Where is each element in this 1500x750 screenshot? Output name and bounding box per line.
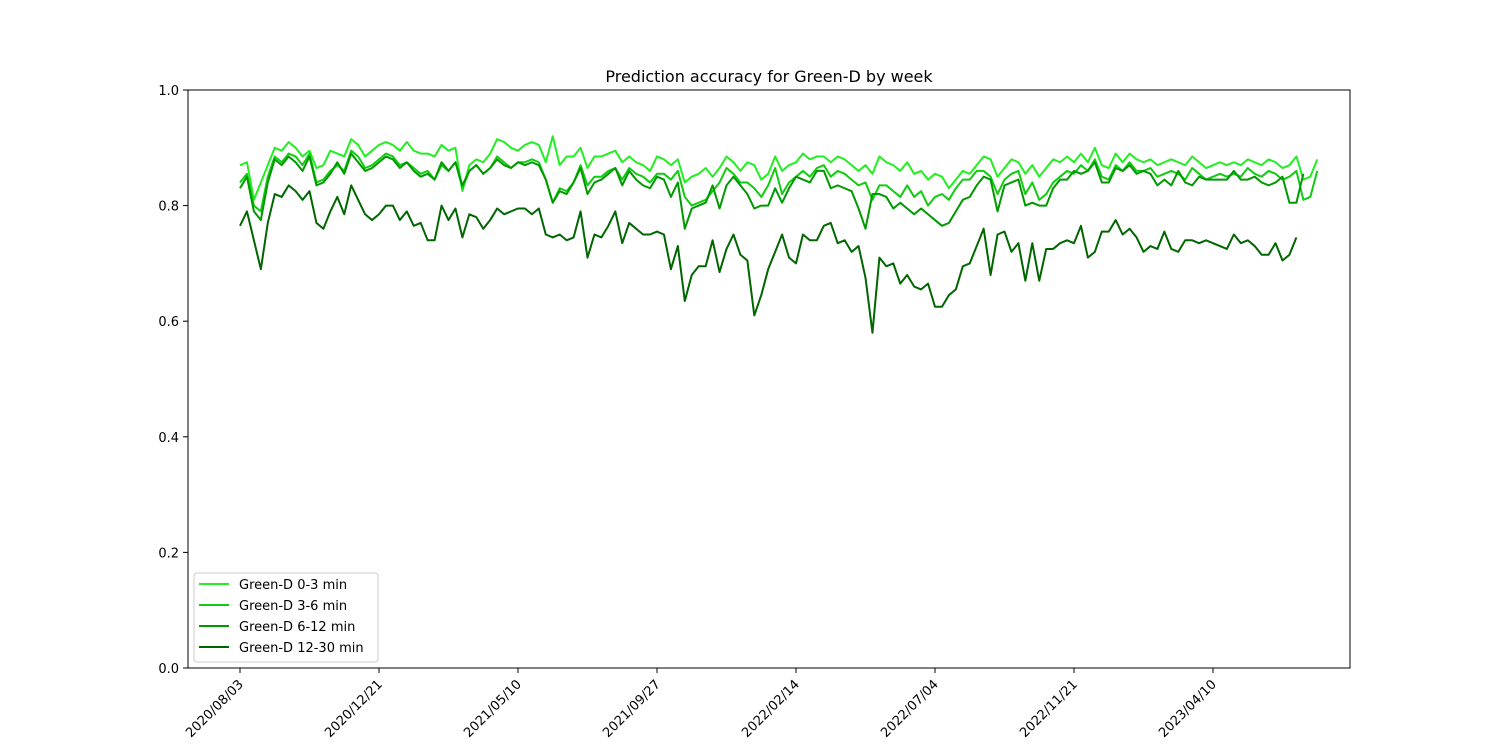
legend: Green-D 0-3 min Green-D 3-6 min Green-D 6-… — [193, 572, 379, 663]
y-tick-label: 0.6 — [158, 315, 179, 330]
y-tick-label: 1.0 — [158, 84, 179, 99]
series-line — [239, 135, 1319, 201]
series-line — [239, 152, 1305, 230]
x-tick-label: 2022/11/21 — [1017, 677, 1081, 741]
legend-entry: Green-D 3-6 min — [239, 599, 347, 614]
x-tick-label: 2021/09/27 — [600, 677, 664, 741]
chart-title: Prediction accuracy for Green-D by week — [605, 67, 933, 86]
legend-entry: Green-D 12-30 min — [239, 641, 364, 656]
legend-box — [193, 572, 379, 663]
y-tick-label: 0.0 — [158, 662, 179, 677]
x-tick-label: 2022/07/04 — [878, 677, 942, 741]
legend-entry: Green-D 6-12 min — [239, 620, 355, 635]
y-axis: 0.0 0.2 0.4 0.6 0.8 1.0 — [158, 84, 188, 677]
series-line — [239, 149, 1319, 213]
y-tick-label: 0.8 — [158, 200, 179, 215]
y-tick-label: 0.2 — [158, 546, 179, 561]
x-tick-label: 2020/12/21 — [322, 677, 386, 741]
x-tick-label: 2023/04/10 — [1156, 677, 1220, 741]
plot-frame — [187, 89, 1351, 669]
x-axis: 2020/08/03 2020/12/21 2021/05/10 2021/09/27… — [183, 668, 1220, 741]
series-line — [239, 184, 1298, 334]
x-tick-label: 2022/02/14 — [739, 677, 803, 741]
legend-entry: Green-D 0-3 min — [239, 578, 347, 593]
series-layer — [239, 135, 1319, 334]
x-tick-label: 2021/05/10 — [461, 677, 525, 741]
x-tick-label: 2020/08/03 — [183, 677, 247, 741]
y-tick-label: 0.4 — [158, 431, 179, 446]
